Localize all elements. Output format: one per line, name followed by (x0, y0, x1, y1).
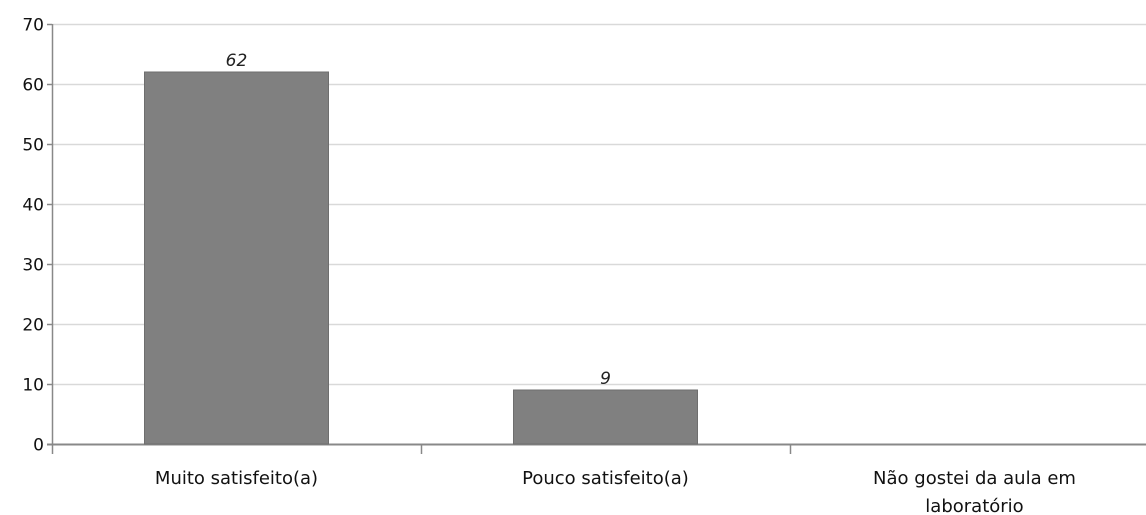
x-tick-label-line: laboratório (925, 496, 1023, 515)
y-tick-label: 70 (22, 16, 44, 36)
y-tick-label: 60 (22, 76, 44, 96)
x-tick-label: Pouco satisfeito(a) (522, 468, 689, 489)
labels: 0 10 20 30 40 50 60 70 62 Muito satisfeito(a) 9 Pou… (22, 16, 1076, 515)
x-tick-label: Muito satisfeito(a) (155, 468, 318, 489)
y-tick-label: 0 (33, 436, 44, 456)
x-tick-label-line: Pouco satisfeito(a) (522, 468, 689, 489)
y-tick-label: 10 (22, 376, 44, 396)
y-tick-label: 20 (22, 316, 44, 336)
data-label: 9 (600, 369, 611, 389)
y-tick-label: 30 (22, 256, 44, 276)
x-tick-label-line: Muito satisfeito(a) (155, 468, 318, 489)
y-tick-label: 40 (22, 196, 44, 216)
bar (513, 389, 698, 445)
bar (144, 71, 329, 445)
y-tick-label: 50 (22, 136, 44, 156)
bars (144, 71, 698, 445)
x-tick-label: Não gostei da aula em laboratório (873, 468, 1076, 515)
data-label: 62 (226, 51, 248, 71)
x-tick-label-line: Não gostei da aula em (873, 468, 1076, 489)
